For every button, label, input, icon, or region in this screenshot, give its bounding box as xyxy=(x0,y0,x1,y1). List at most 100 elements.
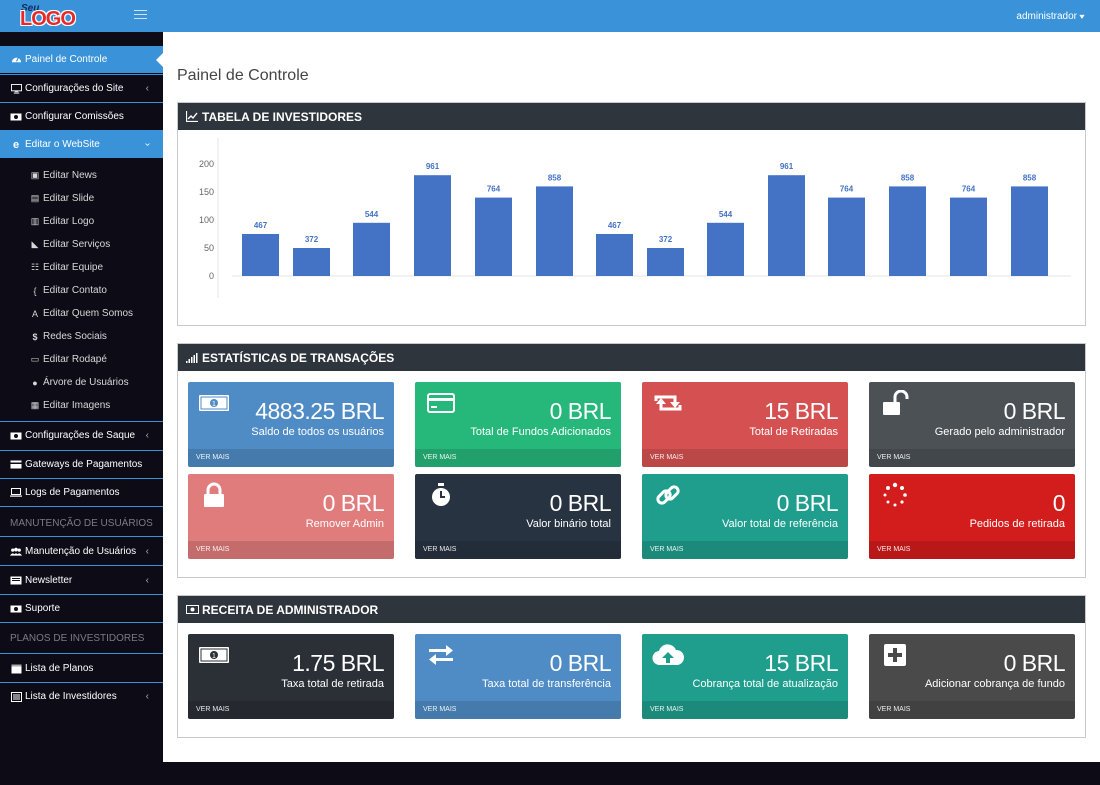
file-icon: ▦ xyxy=(30,400,40,410)
chart-bar[interactable] xyxy=(768,175,805,276)
chart-bar[interactable] xyxy=(353,222,390,276)
more-info-link[interactable]: VER MAIS xyxy=(642,449,848,467)
more-info-link[interactable]: VER MAIS xyxy=(642,701,848,719)
chart-bar[interactable] xyxy=(889,186,926,276)
sidebar-item-saque[interactable]: Configurações de Saque ‹ xyxy=(0,422,163,449)
file-image-icon: ▥ xyxy=(30,216,40,226)
stat-box[interactable]: 1 1.75 BRL Taxa total de retirada VER MAIS xyxy=(188,634,394,719)
chart-bar[interactable] xyxy=(828,197,865,276)
more-info-label: VER MAIS xyxy=(196,546,230,553)
submenu-item-servicos[interactable]: ◣ Editar Serviços xyxy=(30,239,111,250)
submenu-item-imagens[interactable]: ▦ Editar Imagens xyxy=(30,400,111,411)
chart-bar[interactable] xyxy=(1011,186,1048,276)
plus-square-icon xyxy=(879,642,911,668)
stat-value: 4883.25 BRL xyxy=(255,398,384,424)
stat-label: Remover Admin xyxy=(305,518,384,530)
more-info-label: VER MAIS xyxy=(196,706,230,713)
submenu-item-redes-sociais[interactable]: $ Redes Sociais xyxy=(30,331,106,342)
chart-bar[interactable] xyxy=(950,197,987,276)
panel-header: RECEITA DE ADMINISTRADOR xyxy=(178,596,1085,623)
submenu-item-equipe[interactable]: ☷ Editar Equipe xyxy=(30,262,103,273)
sidebar-item-manutencao-usuarios[interactable]: Manutenção de Usuários ‹ xyxy=(0,538,163,565)
submenu-item-quem-somos[interactable]: A Editar Quem Somos xyxy=(30,308,133,319)
chart-bar[interactable] xyxy=(475,197,512,276)
admin-revenue-panel: RECEITA DE ADMINISTRADOR 1 1.75 BRL Taxa t… xyxy=(177,595,1086,738)
sidebar-item-painel[interactable]: Painel de Controle xyxy=(0,46,163,73)
submenu-item-news[interactable]: ▣ Editar News xyxy=(30,170,97,181)
sidebar-item-label: Configurações de Saque xyxy=(25,430,136,441)
stat-label: Cobrança total de atualização xyxy=(692,678,838,690)
rss-icon: ▣ xyxy=(30,170,40,180)
user-menu[interactable]: administrador ▾ xyxy=(1016,11,1084,22)
more-info-link[interactable]: VER MAIS xyxy=(642,541,848,559)
stat-box[interactable]: 1 4883.25 BRL Saldo de todos os usuários VE… xyxy=(188,382,394,467)
more-info-link[interactable]: VER MAIS xyxy=(415,701,621,719)
more-info-link[interactable]: VER MAIS xyxy=(188,701,394,719)
stat-value: 0 BRL xyxy=(549,398,612,424)
stat-box[interactable]: 0 BRL Valor total de referência VER MAIS xyxy=(642,474,848,559)
more-info-link[interactable]: VER MAIS xyxy=(188,541,394,559)
sidebar-item-label: Suporte xyxy=(25,603,61,614)
more-info-link[interactable]: VER MAIS xyxy=(188,449,394,467)
more-info-label: VER MAIS xyxy=(877,706,911,713)
sidebar-item-suporte[interactable]: Suporte xyxy=(0,595,163,622)
submenu-item-rodape[interactable]: ▭ Editar Rodapé xyxy=(30,354,107,365)
more-info-link[interactable]: VER MAIS xyxy=(869,449,1075,467)
sidebar-toggle-icon[interactable] xyxy=(134,10,147,21)
address-icon: { xyxy=(33,285,37,296)
site-logo[interactable]: Seu LOGO xyxy=(18,3,76,30)
stat-box[interactable]: 15 BRL Cobrança total de atualização VER M… xyxy=(642,634,848,719)
submenu-item-logo[interactable]: ▥ Editar Logo xyxy=(30,216,94,227)
submenu-label: Editar Slide xyxy=(43,193,95,204)
stat-box[interactable]: 0 BRL Valor binário total VER MAIS xyxy=(415,474,621,559)
more-info-link[interactable]: VER MAIS xyxy=(869,541,1075,559)
submenu-item-contato[interactable]: { Editar Contato xyxy=(30,285,107,296)
chart-bar[interactable] xyxy=(647,248,684,276)
stat-label: Saldo de todos os usuários xyxy=(251,426,384,438)
sidebar-item-gateways[interactable]: Gateways de Pagamentos xyxy=(0,451,163,478)
stat-box[interactable]: 0 BRL Total de Fundos Adicionados VER MAIS xyxy=(415,382,621,467)
more-info-link[interactable]: VER MAIS xyxy=(415,449,621,467)
stat-box[interactable]: 0 BRL Adicionar cobrança de fundo VER MAIS xyxy=(869,634,1075,719)
chart-bar[interactable] xyxy=(414,175,451,276)
sidebar-item-newsletter[interactable]: Newsletter ‹ xyxy=(0,567,163,594)
sidebar-item-lista-planos[interactable]: Lista de Planos xyxy=(0,655,163,682)
stat-box[interactable]: 0 BRL Remover Admin VER MAIS xyxy=(188,474,394,559)
line-chart-icon xyxy=(186,111,200,123)
chevron-left-icon: ‹ xyxy=(145,575,149,586)
svg-text:1: 1 xyxy=(212,653,216,660)
stat-box[interactable]: 15 BRL Total de Retiradas VER MAIS xyxy=(642,382,848,467)
chart-bar[interactable] xyxy=(536,186,573,276)
chart-bar[interactable] xyxy=(242,234,279,276)
stat-label: Taxa total de retirada xyxy=(281,678,384,690)
chart-bar[interactable] xyxy=(707,222,744,276)
sidebar-item-comissoes[interactable]: Configurar Comissões xyxy=(0,103,163,130)
panel-header: TABELA DE INVESTIDORES xyxy=(178,103,1085,130)
sidebar-item-editar-website[interactable]: e Editar o WebSite ‹ xyxy=(0,131,163,158)
submenu-label: Editar Contato xyxy=(43,285,107,296)
sidebar-item-configuracoes-site[interactable]: Configurações do Site ‹ xyxy=(0,75,163,102)
money-bill-icon: 1 xyxy=(198,642,230,668)
stat-label: Total de Fundos Adicionados xyxy=(470,426,611,438)
chart-bar[interactable] xyxy=(596,234,633,276)
stat-box[interactable]: 0 Pedidos de retirada VER MAIS xyxy=(869,474,1075,559)
submenu-item-slide[interactable]: ▤ Editar Slide xyxy=(30,193,94,204)
more-info-link[interactable]: VER MAIS xyxy=(869,701,1075,719)
sidebar-item-label: Editar o WebSite xyxy=(25,139,100,150)
stat-box[interactable]: 0 BRL Taxa total de transferência VER MAIS xyxy=(415,634,621,719)
bar-chart: 200 150 100 50 0 467 372 544 961 764 858 467 372 544 9… xyxy=(199,138,1071,298)
satellite-dish-icon: ◣ xyxy=(31,239,39,249)
submenu-label: Editar Imagens xyxy=(43,400,111,411)
stat-value: 0 BRL xyxy=(322,490,385,516)
y-tick-label: 50 xyxy=(204,243,214,253)
stat-label: Valor total de referência xyxy=(722,518,838,530)
stat-box[interactable]: 0 BRL Gerado pelo administrador VER MAIS xyxy=(869,382,1075,467)
y-tick-label: 150 xyxy=(199,187,214,197)
more-info-link[interactable]: VER MAIS xyxy=(415,541,621,559)
stat-value: 1.75 BRL xyxy=(292,650,384,676)
sidebar-item-logs[interactable]: Logs de Pagamentos xyxy=(0,479,163,506)
users-icon xyxy=(10,546,22,558)
submenu-item-arvore[interactable]: ● Árvore de Usuários xyxy=(30,377,128,388)
chart-bar[interactable] xyxy=(293,248,330,276)
sidebar-item-lista-investidores[interactable]: Lista de Investidores ‹ xyxy=(0,683,163,710)
